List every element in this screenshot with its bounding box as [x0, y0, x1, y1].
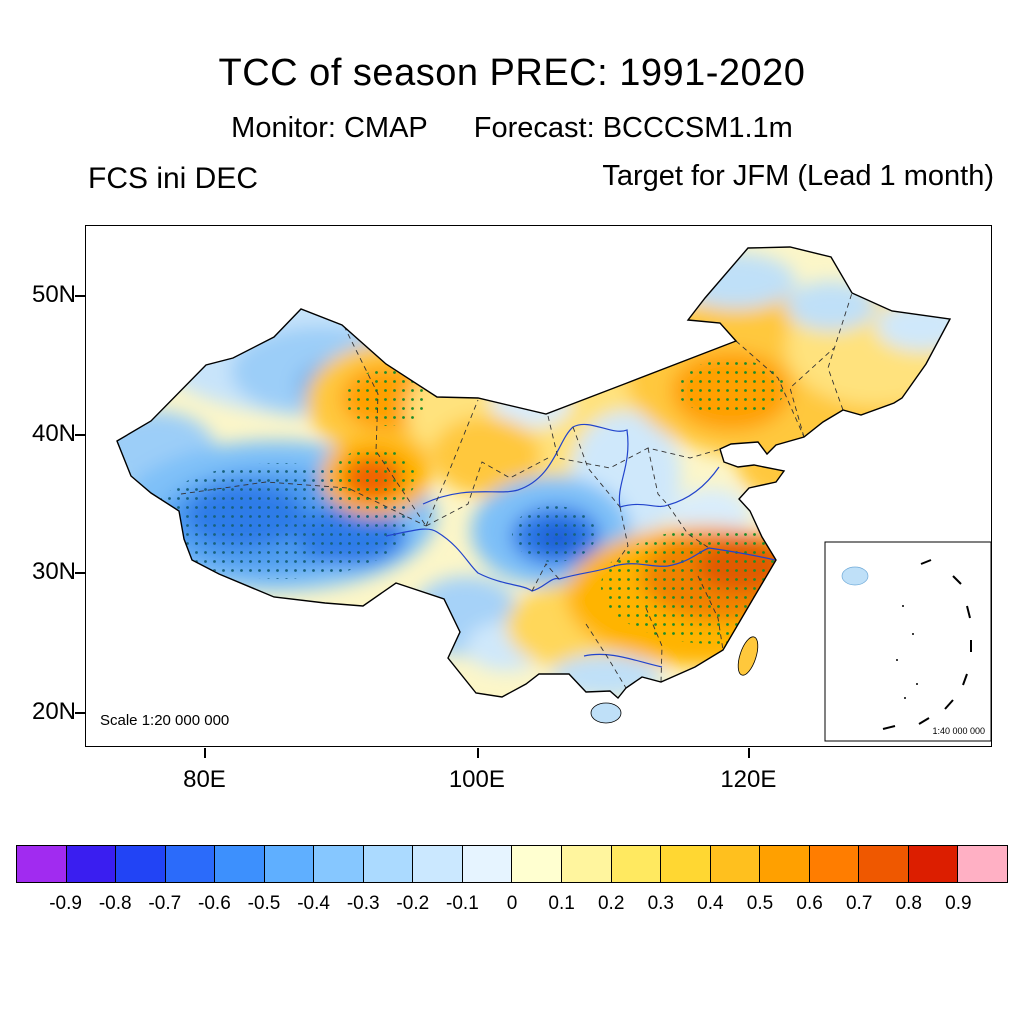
taiwan-island [737, 636, 759, 676]
colorbar-box [709, 845, 761, 883]
colorbar-box [16, 845, 67, 883]
colorbar-box [313, 845, 364, 883]
colorbar-tick-label: 0.9 [945, 893, 972, 914]
colorbar-box [610, 845, 662, 883]
colorbar-box [164, 845, 216, 883]
colorbar [16, 845, 1008, 883]
colorbar-box [660, 845, 711, 883]
colorbar-tick-label: -0.8 [98, 893, 132, 914]
subtitle-row: Monitor: CMAP Forecast: BCCCSM1.1m [0, 112, 1024, 145]
colorbar-box [263, 845, 315, 883]
colorbar-tick-label: -0.6 [198, 893, 231, 914]
colorbar-tick-label: -0.9 [49, 893, 82, 914]
map-frame: Scale 1:20 000 000 [75, 225, 992, 758]
inset-islands [896, 605, 918, 699]
colorbar-box [214, 845, 265, 883]
lat-tick-label: 30N [31, 558, 76, 586]
lon-tick-label: 120E [720, 766, 777, 793]
colorbar-tick-label: -0.3 [346, 893, 380, 914]
colorbar-box [759, 845, 810, 883]
colorbar-tick-label: -0.7 [148, 893, 182, 914]
colorbar-tick-label: -0.4 [297, 893, 330, 914]
colorbar-tick-label: -0.1 [446, 893, 479, 914]
colorbar-tick-label: -0.5 [247, 893, 281, 914]
colorbar-labels: -0.9 -0.8 -0.7 -0.6 -0.5 -0.4 -0.3 -0.2 -0.1 0 0.1… [16, 893, 1008, 919]
lat-tick-label: 40N [31, 419, 76, 447]
lon-tick-label: 100E [448, 766, 505, 793]
colorbar-tick-label: 0.1 [548, 893, 575, 914]
lat-tick [75, 572, 85, 575]
lat-axis-labels: 50N 40N 30N 20N [12, 225, 76, 745]
monitor-label: Monitor: CMAP [231, 112, 428, 144]
colorbar-box [412, 845, 463, 883]
colorbar-tick-label: 0.3 [647, 893, 675, 914]
lat-tick [75, 294, 85, 297]
province-borders [180, 292, 853, 689]
colorbar-tick-label: 0.8 [895, 893, 923, 914]
china-map-svg: Scale 1:20 000 000 [100, 246, 991, 742]
inset-dash-line [882, 559, 972, 730]
colorbar-tick-label: 0.6 [796, 893, 823, 914]
target-label: Target for JFM (Lead 1 month) [602, 160, 994, 192]
init-label: FCS ini DEC [88, 162, 259, 195]
lon-tick [748, 748, 751, 758]
colorbar-box [858, 845, 909, 883]
page-title: TCC of season PREC: 1991-2020 [218, 52, 806, 94]
colorbar-box [957, 845, 1008, 883]
south-china-sea-inset: 1:40 000 000 [824, 541, 991, 742]
forecast-label: Forecast: BCCCSM1.1m [473, 112, 793, 144]
lat-tick [75, 433, 85, 436]
colorbar-box [115, 845, 166, 883]
colorbar-tick-label: 0.2 [597, 893, 625, 914]
colorbar-box [907, 845, 959, 883]
lon-tick-label: 80E [183, 766, 226, 793]
colorbar-tick-label: -0.2 [396, 893, 430, 914]
colorbar-tick-label: 0 [506, 893, 518, 914]
colorbar-box [511, 845, 563, 883]
lat-tick-label: 20N [31, 697, 76, 725]
lat-tick [75, 711, 85, 714]
inset-scale-label: 1:40 000 000 [932, 726, 985, 736]
colorbar-tick-label: 0.7 [845, 893, 873, 914]
colorbar-box [561, 845, 612, 883]
lon-axis-labels: 80E 100E 120E [85, 766, 990, 800]
rivers [385, 423, 776, 668]
map-scale-label: Scale 1:20 000 000 [100, 712, 229, 729]
lat-tick-label: 50N [31, 280, 76, 308]
inset-hainan [841, 566, 869, 586]
lon-tick [476, 748, 479, 758]
colorbar-tick-label: 0.4 [697, 893, 724, 914]
colorbar-box [808, 845, 860, 883]
colorbar-tick-label: 0.5 [746, 893, 774, 914]
colorbar-box [65, 845, 117, 883]
hainan-island [590, 702, 622, 724]
colorbar-box [461, 845, 513, 883]
lon-tick [204, 748, 207, 758]
colorbar-box [362, 845, 414, 883]
